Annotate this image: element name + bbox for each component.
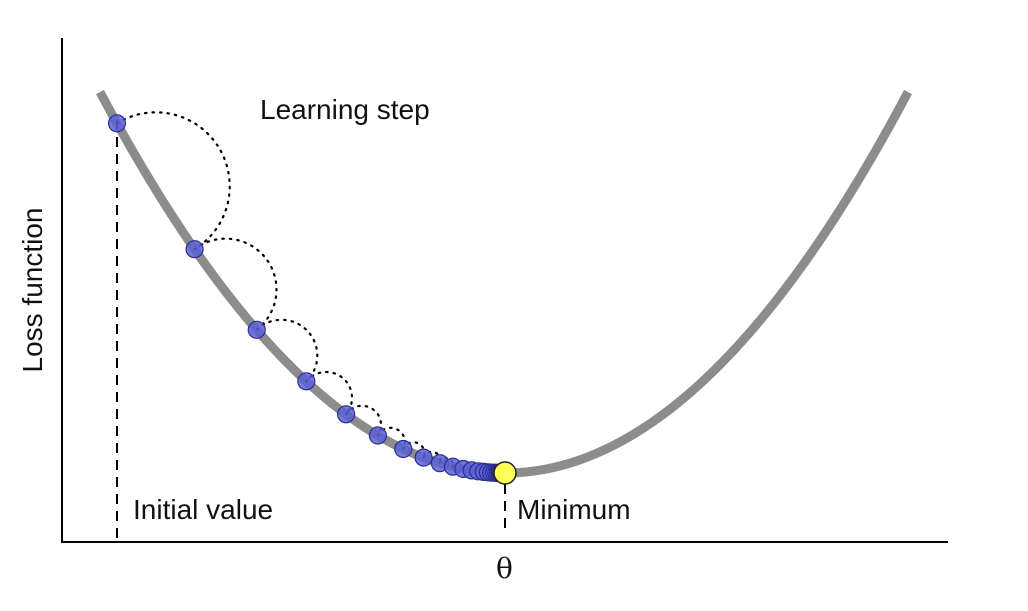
learning-step-arc	[193, 237, 278, 331]
step-point	[337, 405, 356, 424]
step-point	[394, 439, 413, 459]
step-point	[185, 240, 204, 259]
learning-step-arc	[255, 318, 319, 383]
step-points	[107, 114, 511, 483]
learning-step-arc	[305, 371, 354, 416]
step-point	[368, 426, 387, 445]
y-axis-label: Loss function	[17, 207, 48, 373]
learning-step-arc	[115, 111, 231, 251]
step-point	[414, 448, 433, 467]
step-point	[247, 320, 266, 339]
initial-value-label: Initial value	[133, 494, 274, 525]
minimum-label: Minimum	[517, 494, 631, 525]
x-axis-label: θ	[496, 552, 513, 585]
learning-step-label: Learning step	[260, 94, 430, 125]
loss-curve	[96, 89, 912, 478]
step-point	[107, 114, 127, 133]
learning-step-arcs	[115, 111, 493, 474]
minimum-point	[493, 461, 517, 485]
step-point	[297, 372, 316, 391]
